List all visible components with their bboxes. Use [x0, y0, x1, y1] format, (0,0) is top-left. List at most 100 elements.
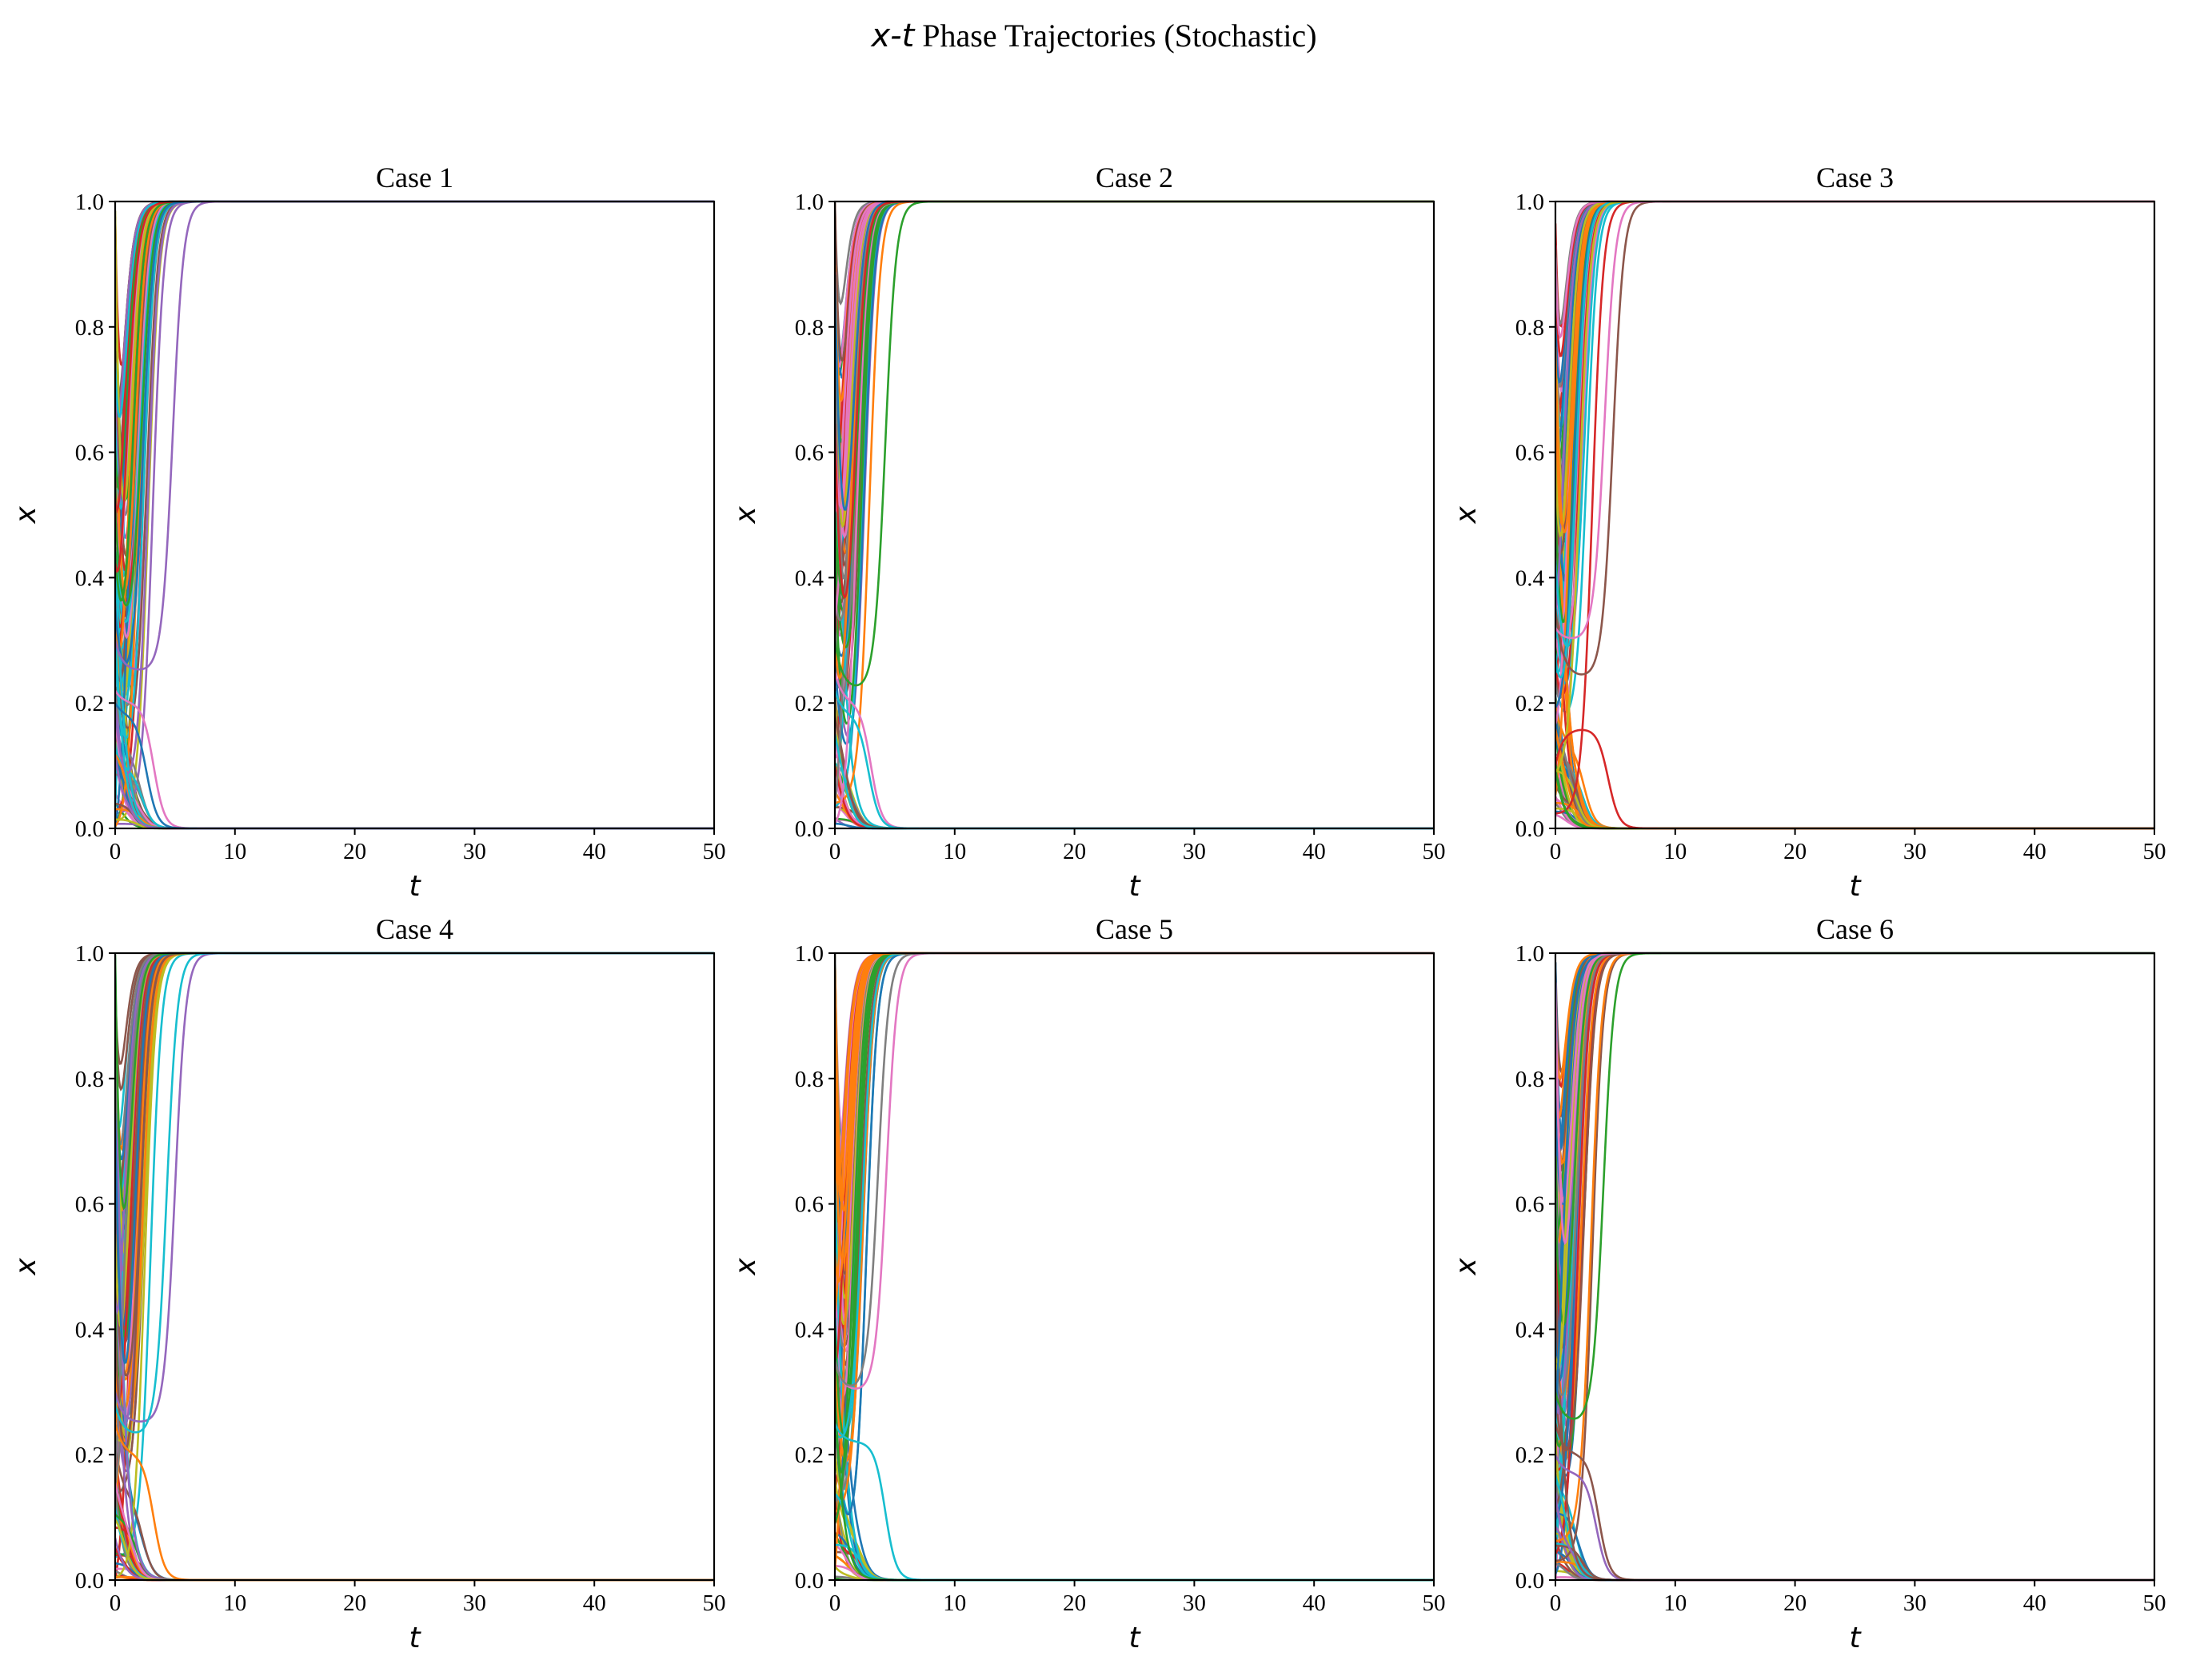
trajectory-line — [1555, 200, 2154, 429]
trajectory-line — [1555, 1528, 2154, 1582]
trajectory-line — [835, 200, 1434, 361]
trajectory-line — [115, 200, 714, 737]
trajectory-line — [115, 200, 714, 505]
trajectory-line — [835, 952, 1434, 1226]
trajectory-line — [1555, 952, 2154, 1542]
trajectory-line — [115, 952, 714, 1504]
x-tick-label: 40 — [583, 1590, 606, 1616]
trajectory-line — [835, 764, 1434, 830]
trajectory-line — [835, 952, 1434, 1474]
figure-suptitle: x-t Phase Trajectories (Stochastic) — [869, 18, 1316, 54]
trajectory-line — [1555, 200, 2154, 773]
trajectory-line — [1555, 349, 2154, 830]
trajectory-line — [835, 952, 1434, 1283]
trajectory-line — [115, 200, 714, 514]
trajectory-line — [1555, 796, 2154, 830]
trajectory-line — [1555, 952, 2154, 1509]
trajectory-line — [835, 952, 1434, 1324]
trajectory-line — [115, 952, 714, 1430]
trajectory-line — [115, 200, 714, 502]
trajectory-line — [835, 200, 1434, 599]
trajectory-line — [115, 628, 714, 830]
trajectory-line — [1555, 200, 2154, 485]
trajectory-line — [835, 952, 1434, 1343]
trajectory-line — [1555, 952, 2154, 1278]
trajectory-line — [835, 200, 1434, 555]
trajectory-line — [1555, 200, 2154, 700]
trajectory-line — [1555, 200, 2154, 679]
trajectory-line — [1555, 952, 2154, 1439]
trajectory-line — [1555, 200, 2154, 393]
trajectory-line — [1555, 756, 2154, 830]
trajectory-line — [1555, 727, 2154, 830]
trajectory-line — [115, 200, 714, 729]
trajectory-line — [1555, 200, 2154, 388]
y-tick-label: 0.2 — [795, 1443, 824, 1468]
trajectory-line — [115, 200, 714, 576]
trajectory-line — [835, 200, 1434, 514]
trajectory-line — [1555, 200, 2154, 697]
trajectory-line — [835, 952, 1434, 1187]
trajectory-line — [1555, 952, 2154, 1581]
trajectory-line — [115, 1518, 714, 1582]
trajectory-line — [115, 952, 714, 1409]
trajectory-line — [115, 200, 714, 453]
trajectory-line — [835, 952, 1434, 1244]
trajectory-line — [1555, 952, 2154, 1452]
trajectory-line — [1555, 952, 2154, 1529]
y-tick-label: 0.2 — [795, 691, 824, 716]
trajectory-line — [1555, 695, 2154, 830]
trajectory-line — [835, 1554, 1434, 1582]
trajectory-line — [115, 952, 714, 1578]
trajectory-line — [835, 765, 1434, 830]
subplot-grid: 0 10 20 30 40 50 0.0 0.2 0.4 0.6 0.8 1.0 Case 1 t x 0 10… — [10, 162, 2166, 1654]
y-axis-label: x — [729, 1258, 762, 1276]
trajectory-line — [835, 200, 1434, 573]
trajectory-line — [1555, 200, 2154, 340]
x-axis-label: t — [1128, 1622, 1141, 1654]
trajectory-line — [1555, 704, 2154, 830]
trajectory-line — [1555, 952, 2154, 1324]
trajectory-line — [1555, 952, 2154, 1375]
series-line — [1555, 728, 2154, 830]
trajectory-line — [835, 952, 1434, 1435]
trajectory-line — [835, 200, 1434, 657]
trajectory-line — [1555, 368, 2154, 830]
trajectory-line — [835, 200, 1434, 690]
y-tick-label: 0.8 — [75, 315, 104, 341]
trajectory-line — [115, 1482, 714, 1582]
trajectory-line — [1555, 200, 2154, 796]
trajectory-group — [835, 200, 1434, 830]
trajectory-line — [115, 200, 714, 630]
x-tick-label: 50 — [1423, 839, 1446, 864]
trajectory-line — [1555, 952, 2154, 1476]
trajectory-line — [115, 200, 714, 672]
trajectory-line — [835, 200, 1434, 805]
trajectory-line — [1555, 717, 2154, 830]
trajectory-line — [1555, 697, 2154, 830]
x-tick-label: 20 — [1063, 1590, 1086, 1616]
trajectory-line — [835, 952, 1434, 1139]
trajectory-line — [835, 200, 1434, 469]
trajectory-line — [835, 200, 1434, 772]
trajectory-line — [835, 952, 1434, 1277]
trajectory-line — [115, 952, 714, 1288]
axes-frame — [833, 952, 1435, 1582]
x-tick-label: 10 — [943, 839, 966, 864]
trajectory-line — [835, 952, 1434, 1289]
trajectory-line — [1555, 952, 2154, 1206]
trajectory-line — [115, 952, 714, 1161]
y-tick-label: 1.0 — [795, 190, 824, 215]
trajectory-line — [115, 718, 714, 830]
trajectory-line — [115, 200, 714, 517]
trajectory-line — [115, 755, 714, 830]
trajectory-line — [1555, 952, 2154, 1457]
trajectory-line — [1555, 1470, 2154, 1582]
trajectory-line — [835, 200, 1434, 778]
trajectory-line — [115, 200, 714, 417]
trajectory-line — [1555, 200, 2154, 422]
trajectory-line — [835, 952, 1434, 1353]
trajectory-line — [835, 200, 1434, 636]
trajectory-line — [1555, 952, 2154, 1564]
